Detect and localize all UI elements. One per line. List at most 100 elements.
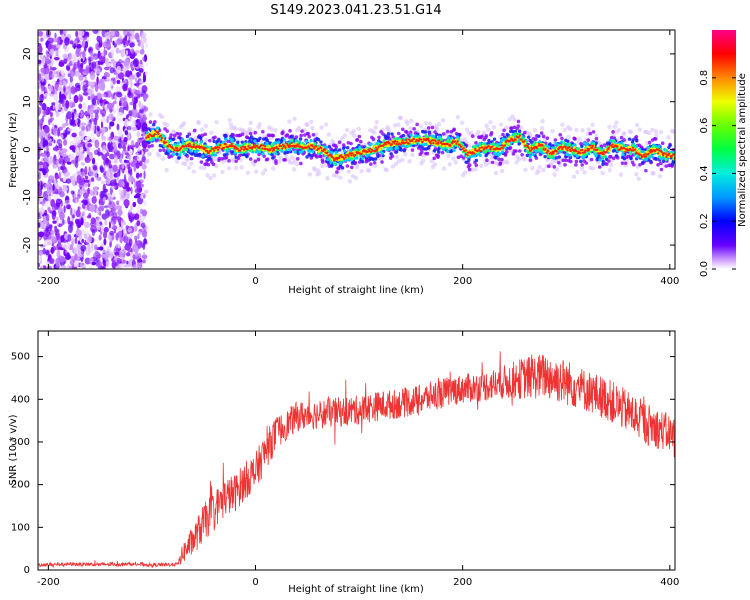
noise-cell: [127, 227, 132, 233]
ridge-cell: [659, 167, 664, 172]
noise-cell: [123, 199, 130, 207]
noise-cell: [108, 125, 112, 130]
ridge-cell: [351, 157, 355, 161]
noise-cell: [71, 112, 75, 121]
noise-cell: [111, 93, 115, 100]
ridge-cell: [160, 156, 166, 161]
ridge-cell: [575, 169, 580, 175]
noise-cell: [142, 199, 147, 207]
noise-cell: [118, 138, 122, 143]
ridge-cell: [586, 127, 591, 132]
noise-cell: [103, 262, 106, 267]
noise-cell: [69, 259, 75, 266]
noise-cell: [98, 234, 102, 241]
noise-cell: [120, 219, 123, 228]
noise-cell: [81, 200, 86, 204]
ridge-cell: [289, 155, 295, 160]
noise-cell: [84, 31, 89, 36]
noise-cell: [84, 257, 91, 265]
ridge-cell: [473, 167, 478, 172]
ridge-cell: [156, 153, 162, 158]
ridge-cell: [199, 136, 203, 140]
noise-cell: [48, 224, 53, 229]
noise-cell: [79, 199, 82, 208]
ridge-cell: [432, 149, 437, 153]
ridge-cell: [269, 126, 274, 132]
noise-cell: [127, 173, 130, 177]
ridge-cell: [482, 130, 487, 136]
ridge-cell: [557, 155, 562, 159]
ridge-cell: [616, 127, 622, 133]
ridge-cell: [283, 158, 287, 162]
noise-cell: [130, 123, 133, 133]
ridge-cell: [309, 139, 313, 143]
noise-cell: [136, 131, 141, 138]
ridge-cell: [196, 120, 201, 126]
ridge-cell: [209, 130, 214, 135]
ridge-cell: [259, 139, 264, 145]
noise-cell: [44, 109, 48, 115]
ridge-cell: [164, 122, 170, 128]
noise-cell: [49, 111, 53, 118]
noise-cell: [90, 81, 95, 86]
noise-cell: [134, 213, 140, 220]
noise-cell: [79, 253, 83, 258]
noise-cell: [58, 150, 62, 156]
ridge-cell: [311, 132, 316, 137]
noise-cell: [141, 32, 147, 37]
ridge-cell: [147, 151, 153, 157]
ridge-cell: [149, 138, 153, 142]
noise-cell: [67, 128, 73, 132]
noise-cell: [119, 250, 123, 259]
noise-cell: [116, 257, 122, 264]
ridge-cell: [345, 145, 350, 150]
ridge-cell: [500, 157, 504, 162]
ridge-cell: [339, 136, 345, 141]
ridge-cell: [158, 148, 163, 153]
noise-cell: [41, 115, 45, 123]
noise-cell: [134, 32, 140, 40]
ridge-cell: [659, 161, 663, 166]
noise-cell: [70, 86, 76, 95]
noise-cell: [130, 212, 135, 218]
noise-cell: [104, 71, 107, 79]
noise-cell: [125, 50, 129, 56]
noise-cell: [110, 58, 115, 64]
ridge-cell: [632, 162, 636, 167]
ridge-cell: [628, 129, 634, 135]
noise-cell: [122, 181, 125, 188]
noise-cell: [126, 260, 129, 265]
ridge-cell: [145, 158, 150, 164]
noise-cell: [142, 114, 146, 121]
ridge-cell: [323, 122, 329, 127]
ridge-cell: [491, 125, 497, 130]
ridge-cell: [181, 121, 187, 126]
ridge-cell: [657, 174, 663, 179]
ridge-cell: [199, 160, 204, 164]
noise-cell: [142, 251, 146, 257]
ridge-cell: [531, 152, 535, 157]
ridge-cell: [571, 174, 577, 179]
noise-cell: [60, 108, 65, 114]
ridge-cell: [502, 128, 506, 133]
noise-cell: [48, 210, 54, 214]
ridge-cell: [198, 165, 204, 170]
ridge-cell: [394, 154, 399, 160]
ridge-cell: [478, 153, 482, 157]
noise-cell: [138, 108, 144, 114]
ridge-cell: [386, 132, 391, 136]
noise-cell: [87, 187, 90, 195]
noise-cell: [109, 153, 115, 160]
noise-cell: [142, 242, 146, 250]
ridge-cell: [516, 119, 521, 124]
ridge-cell: [307, 153, 312, 157]
ridge-cell: [437, 150, 441, 154]
ridge-cell: [390, 164, 395, 169]
ridge-cell: [252, 162, 257, 167]
ridge-cell: [484, 134, 489, 138]
noise-cell: [52, 155, 57, 165]
noise-cell: [88, 235, 92, 243]
ridge-cell: [274, 161, 278, 166]
ridge-cell: [547, 164, 551, 169]
spectrogram-marks: [38, 30, 675, 269]
